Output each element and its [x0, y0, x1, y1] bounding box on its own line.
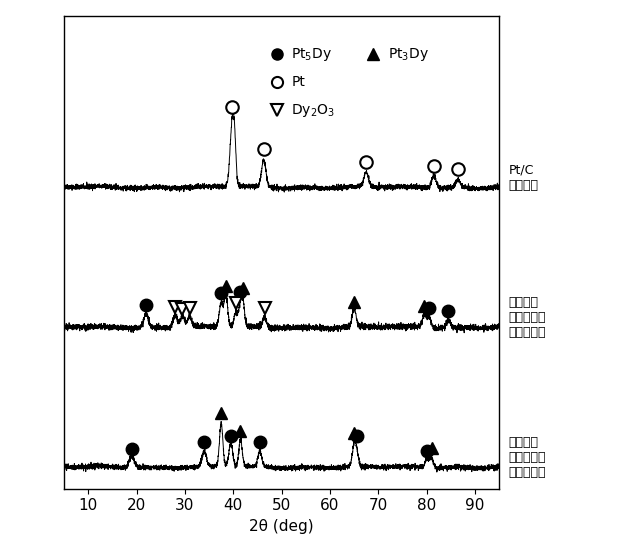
Text: Pt$_3$Dy: Pt$_3$Dy [388, 46, 429, 62]
Text: 実施例６
（焼成後、
　洗浄前）: 実施例６ （焼成後、 洗浄前） [509, 296, 547, 339]
X-axis label: 2θ (deg): 2θ (deg) [250, 519, 314, 534]
Text: Pt$_5$Dy: Pt$_5$Dy [291, 46, 332, 62]
Text: 実施例６
（焼成後、
　洗浄後）: 実施例６ （焼成後、 洗浄後） [509, 436, 547, 479]
Text: Dy$_2$O$_3$: Dy$_2$O$_3$ [291, 102, 335, 118]
Text: Pt: Pt [291, 75, 305, 89]
Text: Pt/C
（原料）: Pt/C （原料） [509, 163, 539, 192]
